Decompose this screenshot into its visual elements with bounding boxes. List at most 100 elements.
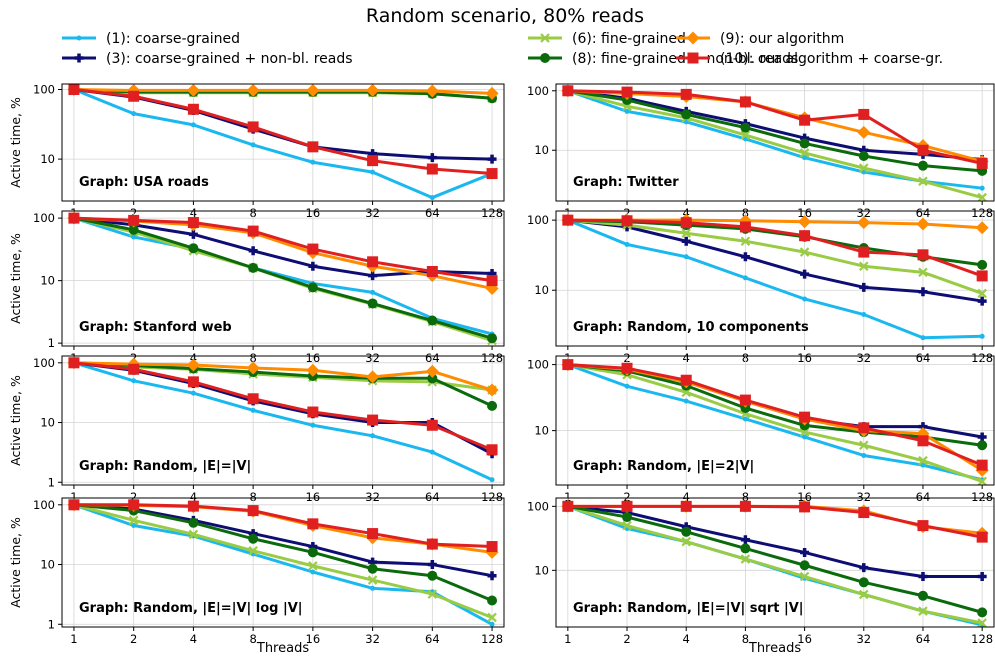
data-point (562, 85, 574, 97)
series-group (561, 499, 989, 627)
x-tick-label: 128 (481, 632, 503, 646)
series-s10 (562, 359, 988, 471)
y-tick-label: 1 (48, 336, 55, 350)
series-line (567, 363, 983, 483)
data-point (977, 288, 987, 299)
data-point (487, 571, 497, 581)
data-point (858, 577, 869, 588)
data-point (425, 364, 439, 378)
data-point (977, 192, 987, 201)
data-point (248, 533, 259, 544)
data-point (798, 215, 812, 229)
data-point (802, 296, 808, 302)
x-tick-label: 32 (856, 632, 871, 646)
data-point (426, 163, 438, 175)
data-point (370, 169, 376, 175)
data-point (858, 108, 870, 120)
series-line (73, 503, 493, 619)
data-point (977, 476, 987, 485)
y-tick-label: 100 (33, 498, 55, 512)
data-point (621, 362, 633, 374)
data-point (800, 269, 810, 279)
data-point (247, 505, 259, 517)
legend-entry-s9: (9): our algorithm (676, 31, 844, 47)
panel-graph-random-e-v-log-v: 1 2 4 8 16 32 64 128 1 10 100 Graph: Random, |E|=|V… (8, 497, 505, 656)
y-tick-label: 100 (527, 499, 549, 513)
data-point (681, 228, 691, 239)
y-tick-label: 10 (40, 558, 55, 572)
data-point (366, 84, 380, 97)
data-point (859, 563, 869, 573)
data-point (307, 141, 319, 153)
data-point (128, 224, 139, 235)
data-point (306, 84, 320, 97)
x-tick-label: 1 (70, 490, 77, 504)
x-tick-label: 128 (971, 490, 993, 504)
series-line (73, 216, 493, 340)
data-point (188, 517, 199, 528)
series-line (567, 504, 983, 539)
data-point (739, 394, 751, 406)
x-tick-label: 2 (130, 490, 137, 504)
data-point (858, 150, 869, 161)
data-point (977, 259, 988, 270)
y-tick-label: 1 (48, 475, 55, 489)
data-point (624, 108, 630, 114)
data-point (740, 554, 751, 564)
data-point (250, 407, 256, 413)
y-tick-label: 100 (33, 356, 55, 370)
data-point (370, 289, 376, 295)
x-tick-label: 1 (564, 632, 571, 646)
data-point (976, 270, 988, 282)
x-tick-label: 2 (623, 632, 630, 646)
data-point (681, 109, 692, 120)
data-point (487, 612, 497, 623)
data-point (799, 138, 810, 149)
panel-label: Graph: Random, |E|=|V| (79, 459, 251, 474)
data-point (186, 358, 200, 372)
data-point (920, 462, 926, 468)
x-tick-label: 32 (856, 490, 871, 504)
plot-frame (555, 497, 995, 628)
data-point (310, 159, 316, 165)
data-point (917, 144, 929, 156)
data-point (187, 103, 199, 115)
data-point (622, 520, 632, 531)
series-line (73, 88, 493, 95)
data-point (740, 236, 751, 247)
series-line (73, 361, 493, 482)
data-point (799, 148, 810, 158)
data-point (427, 560, 437, 570)
data-point (307, 518, 319, 530)
panel-graph-random-e-2-v: 1 2 4 8 16 32 64 128 10 100 Graph: Random, |E|=2|V… (527, 355, 995, 504)
data-point (977, 440, 988, 451)
data-point (977, 618, 987, 627)
data-point (742, 275, 748, 281)
data-point (367, 528, 379, 540)
y-tick-label: 100 (527, 358, 549, 372)
data-point (621, 215, 633, 227)
data-point (681, 236, 691, 246)
data-point (247, 121, 259, 133)
data-point (427, 570, 438, 581)
data-point (624, 383, 630, 389)
series-group (561, 213, 989, 341)
data-point (188, 529, 199, 540)
series-s10 (68, 499, 498, 553)
data-point (427, 373, 438, 384)
panel-graph-random-e-v: 1 2 4 8 16 32 64 128 1 10 100 Graph: Random, |E|=|V… (8, 355, 505, 504)
y-tick-label: 10 (534, 283, 549, 297)
data-point (858, 246, 870, 258)
data-point (681, 536, 691, 547)
data-point (248, 262, 259, 273)
data-point (308, 561, 318, 571)
series-line (567, 89, 983, 173)
data-point (429, 449, 435, 455)
data-point (917, 249, 929, 261)
data-point (370, 585, 376, 591)
y-tick-label: 10 (40, 416, 55, 430)
data-point (366, 370, 380, 384)
data-point (307, 547, 318, 558)
data-point (367, 298, 378, 309)
data-point (680, 500, 692, 512)
